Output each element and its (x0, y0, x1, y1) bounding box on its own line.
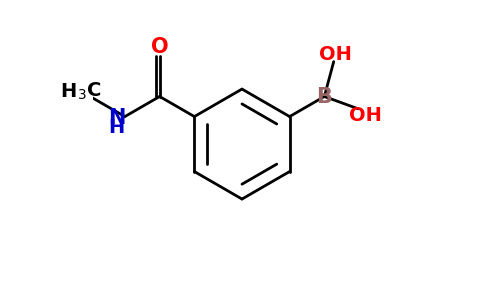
Text: $_3$C: $_3$C (77, 80, 101, 102)
Text: H: H (108, 118, 125, 137)
Text: OH: OH (319, 45, 352, 64)
Text: OH: OH (349, 106, 382, 125)
Text: O: O (151, 37, 168, 57)
Text: B: B (317, 86, 333, 106)
Text: H: H (60, 82, 77, 101)
Text: N: N (108, 108, 125, 128)
